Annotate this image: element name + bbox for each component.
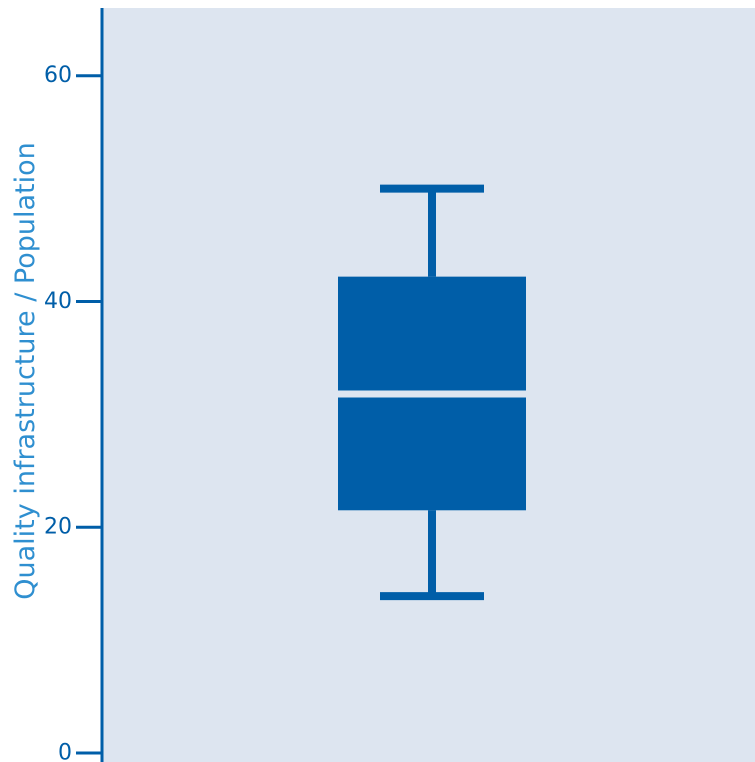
y-tick-label-20: 20 [44,515,72,540]
y-axis-title: Quality infrastructure / Population [10,142,41,599]
box-plot-series [338,184,526,601]
y-axis-ticks: 0 20 40 60 [44,63,102,762]
y-tick-label-60: 60 [44,63,72,88]
y-tick-label-0: 0 [58,740,72,762]
y-tick-label-40: 40 [44,289,72,314]
